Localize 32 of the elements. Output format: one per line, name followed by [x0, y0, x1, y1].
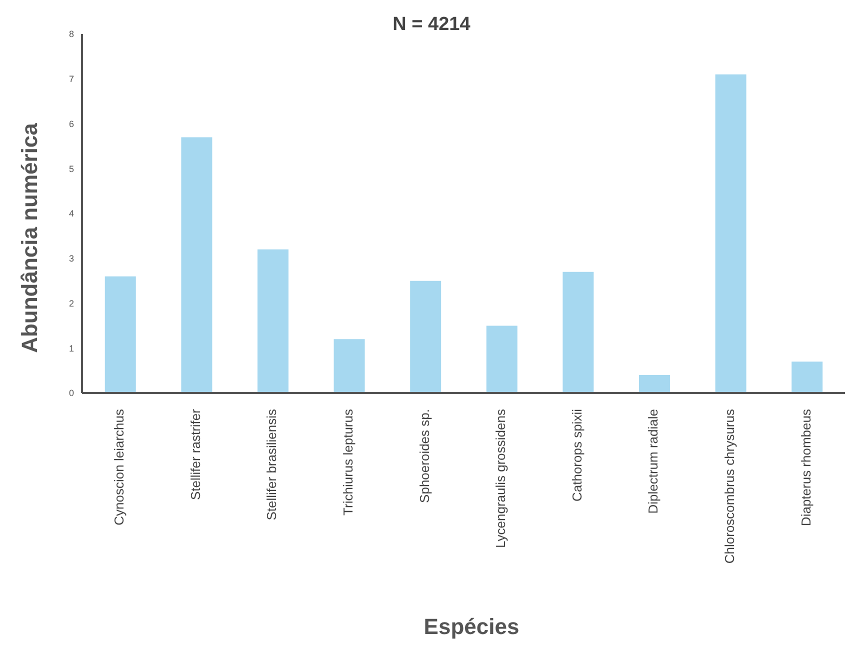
bar: [410, 280, 442, 393]
y-tick-label: 1: [68, 343, 74, 354]
x-tick-label: Cathorops spixii: [569, 408, 584, 502]
x-axis-title: Espécies: [422, 614, 520, 640]
bar: [257, 249, 288, 393]
bar: [104, 276, 136, 393]
y-tick-label: 6: [68, 118, 74, 129]
chart-title: N = 4214: [392, 14, 470, 35]
x-tick-label: Diapterus rhombeus: [798, 408, 814, 526]
bar: [638, 375, 670, 393]
x-tick-label: Trichiurus lepturus: [340, 408, 356, 516]
y-tick-label: 4: [68, 208, 74, 219]
x-tick-label: Sphoeroides sp.: [416, 409, 432, 503]
bar: [792, 362, 823, 393]
bar: [562, 272, 594, 393]
y-tick-label: 0: [68, 388, 74, 398]
y-tick-label: 8: [68, 29, 74, 40]
y-axis-title: Abundância numérica: [16, 122, 43, 355]
bar: [334, 339, 365, 393]
y-tick-label: 7: [68, 74, 74, 84]
y-tick-label: 3: [68, 254, 74, 264]
x-tick-label: Cynoscion leiarchus: [112, 408, 127, 526]
bar: [486, 326, 518, 393]
y-tick-label: 2: [68, 298, 74, 308]
x-tick-label: Chloroscombrus chrysurus: [722, 408, 737, 564]
x-tick-label: Lycengraulis grossidens: [493, 408, 508, 548]
x-tick-label: Stellifer brasiliensis: [264, 408, 280, 520]
y-tick-label: 5: [68, 164, 74, 174]
bar: [715, 74, 746, 393]
x-tick-label: Diplectrum radiale: [646, 409, 661, 514]
x-tick-label: Stellifer rastrifer: [188, 408, 203, 500]
bar: [181, 137, 212, 393]
